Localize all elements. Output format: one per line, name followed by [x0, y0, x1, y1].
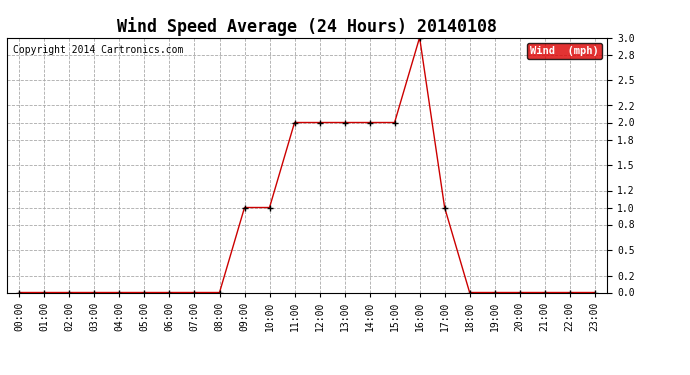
Title: Wind Speed Average (24 Hours) 20140108: Wind Speed Average (24 Hours) 20140108 — [117, 17, 497, 36]
Legend: Wind  (mph): Wind (mph) — [527, 43, 602, 59]
Text: Copyright 2014 Cartronics.com: Copyright 2014 Cartronics.com — [13, 45, 184, 55]
